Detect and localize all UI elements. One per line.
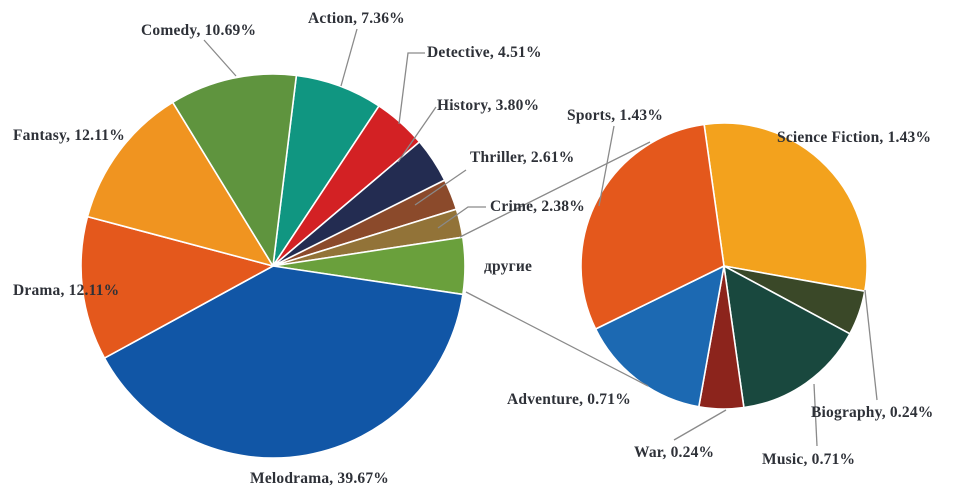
label-melodrama: Melodrama, 39.67%	[250, 470, 390, 487]
leader-music	[813, 383, 818, 447]
leader-history	[397, 106, 437, 163]
leader-thriller	[414, 169, 467, 206]
label-war: War, 0.24%	[634, 444, 715, 461]
label-thriller: Thriller, 2.61%	[470, 149, 575, 166]
leader-lines	[203, 28, 878, 447]
label-drama: Drama, 12.11%	[13, 282, 120, 299]
leader-war	[673, 409, 727, 441]
label-action: Action, 7.36%	[308, 10, 405, 27]
label-biography: Biography, 0.24%	[811, 404, 934, 421]
pie-slice-comedy	[171, 73, 298, 267]
label-adventure: Adventure, 0.71%	[507, 391, 631, 408]
pie-slice-music	[723, 265, 851, 409]
label-fantasy: Fantasy, 12.11%	[13, 127, 125, 144]
leader-biography	[864, 289, 878, 401]
leader-sports	[598, 125, 615, 207]
pie-slice-drama	[80, 215, 274, 359]
pie-slice-sports	[580, 123, 725, 330]
label-science-fiction: Science Fiction, 1.43%	[777, 129, 932, 146]
series-connector-lines	[459, 141, 651, 387]
leader-detective	[398, 52, 425, 125]
label-history: History, 3.80%	[437, 97, 540, 114]
label-others-drugie: другие	[484, 258, 533, 275]
series-connector-top	[459, 141, 651, 238]
pie-slice-melodrama	[103, 265, 464, 459]
leader-action	[340, 28, 358, 87]
main-pie	[80, 73, 466, 459]
leader-comedy	[203, 39, 237, 77]
pie-slice-science-fiction	[703, 122, 868, 292]
pie-slice-fantasy	[86, 101, 274, 267]
leader-crime	[437, 206, 486, 229]
label-crime: Crime, 2.38%	[490, 198, 585, 215]
label-comedy: Comedy, 10.69%	[141, 22, 257, 39]
label-detective: Detective, 4.51%	[427, 44, 542, 61]
series-connector-bottom	[465, 291, 649, 387]
secondary-pie	[580, 122, 868, 410]
label-sports: Sports, 1.43%	[567, 107, 664, 124]
label-music: Music, 0.71%	[762, 451, 856, 468]
